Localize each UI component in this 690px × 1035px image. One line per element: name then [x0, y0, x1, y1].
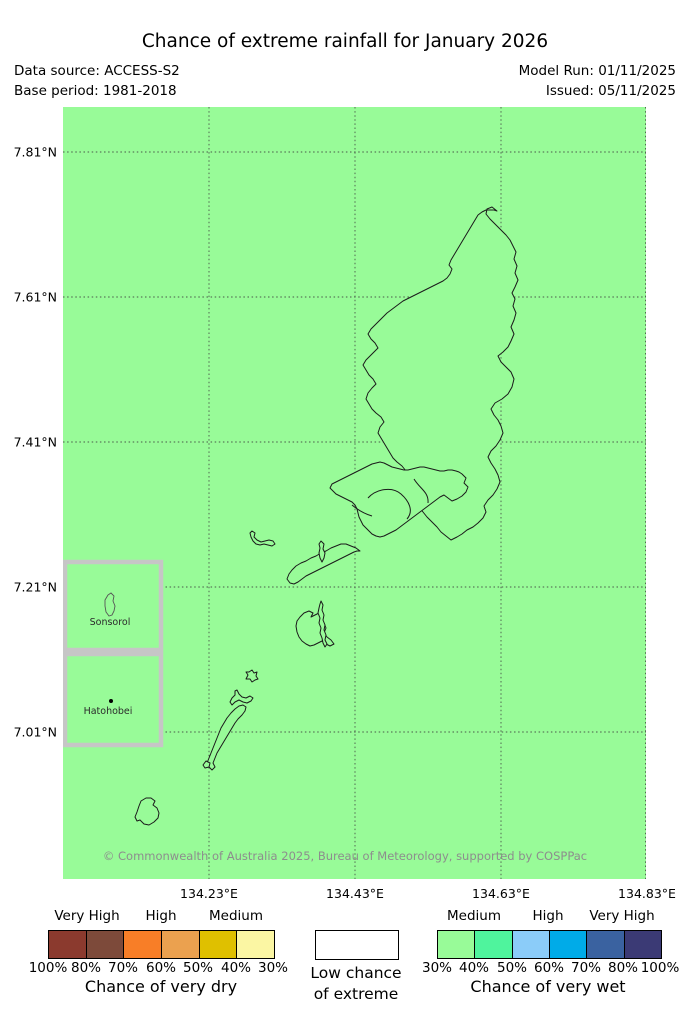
- islet-star: [245, 669, 259, 683]
- wet-caption: Chance of very wet: [470, 977, 626, 996]
- wet-category-label: Very High: [589, 908, 655, 924]
- dry-color-cell: [49, 931, 87, 958]
- wet-color-cell: [549, 931, 588, 958]
- dry-category-label: Very High: [54, 908, 120, 924]
- dry-percent-label: 60%: [145, 960, 177, 976]
- wet-percent-label: 60%: [533, 960, 565, 976]
- wet-percent-label: 30%: [421, 960, 453, 976]
- dry-category-label: Medium: [209, 908, 263, 924]
- islet-peleliu-foot: [202, 760, 211, 769]
- islet-angular: [229, 689, 254, 706]
- dry-percent-label: 80%: [70, 960, 102, 976]
- wet-percent-label: 70%: [570, 960, 602, 976]
- dry-caption: Chance of very dry: [84, 977, 238, 996]
- rock-islands-detail: [351, 478, 429, 520]
- low-chance-box: [315, 930, 399, 960]
- wet-category-label: Medium: [447, 908, 501, 924]
- dry-percent-label: 100%: [28, 960, 68, 976]
- island-hatohobei-dot: [109, 699, 113, 703]
- page-title: Chance of extreme rainfall for January 2…: [141, 31, 549, 52]
- x-tick-label: 134.43°E: [326, 886, 384, 901]
- dry-percent-label: 30%: [257, 960, 289, 976]
- map-canvas: Sonsorol Hatohobei © Commonwealth of Aus…: [63, 107, 646, 879]
- y-tick-label: 7.81°N: [13, 144, 57, 160]
- issued-label: Issued: 05/11/2025: [545, 83, 676, 99]
- copyright-text: © Commonwealth of Australia 2025, Bureau…: [103, 849, 587, 863]
- dry-percent-label: 70%: [107, 960, 139, 976]
- low-chance-label: Low chance: [310, 964, 402, 982]
- dry-percent-label: 40%: [220, 960, 252, 976]
- wet-category-label: High: [532, 908, 564, 924]
- y-tick-label: 7.01°N: [13, 724, 57, 740]
- x-tick-label: 134.63°E: [472, 886, 530, 901]
- x-tick-label: 134.83°E: [618, 886, 676, 901]
- dry-category-label: High: [145, 908, 177, 924]
- rock-islands-branch: [318, 540, 326, 563]
- y-tick-label: 7.21°N: [13, 579, 57, 595]
- islet-elongated: [317, 600, 328, 648]
- dry-color-cell: [162, 931, 200, 958]
- wet-color-cell: [512, 931, 550, 958]
- dry-colorbar: [48, 930, 275, 959]
- forecast-map: Sonsorol Hatohobei © Commonwealth of Aus…: [63, 107, 646, 879]
- base-period-label: Base period: 1981-2018: [14, 83, 177, 99]
- x-tick-label: 134.23°E: [180, 886, 238, 901]
- coastlines: [134, 206, 519, 826]
- wet-color-cell: [438, 931, 476, 958]
- low-chance-label: of extreme: [313, 985, 399, 1003]
- wet-colorbar: [437, 930, 662, 959]
- inset-label-hatohobei: Hatohobei: [84, 706, 133, 717]
- wet-percent-label: 50%: [496, 960, 528, 976]
- rock-islands-chain: [286, 543, 361, 585]
- dry-percent-label: 50%: [182, 960, 214, 976]
- dry-color-cell: [199, 931, 238, 958]
- dry-color-cell: [86, 931, 125, 958]
- model-run-label: Model Run: 01/11/2025: [518, 63, 676, 79]
- dry-color-cell: [124, 931, 163, 958]
- wet-percent-label: 40%: [458, 960, 490, 976]
- y-tick-label: 7.41°N: [13, 434, 57, 450]
- dry-color-cell: [237, 931, 275, 958]
- islet-west: [249, 530, 276, 547]
- wet-percent-label: 100%: [640, 960, 680, 976]
- wet-percent-label: 80%: [607, 960, 639, 976]
- island-peleliu: [206, 704, 247, 771]
- island-koror-cluster: [329, 461, 469, 538]
- wet-color-cell: [624, 931, 661, 958]
- island-mecherchar: [295, 610, 335, 647]
- inset-box-hatohobei: [63, 651, 164, 748]
- y-tick-label: 7.61°N: [13, 289, 57, 305]
- inset-boxes: Sonsorol Hatohobei: [63, 559, 164, 748]
- wet-color-cell: [475, 931, 513, 958]
- island-sonsorol: [104, 592, 116, 617]
- wet-color-cell: [587, 931, 625, 958]
- data-source-label: Data source: ACCESS-S2: [14, 63, 180, 79]
- island-angaur: [134, 797, 160, 826]
- inset-label-sonsorol: Sonsorol: [90, 617, 131, 628]
